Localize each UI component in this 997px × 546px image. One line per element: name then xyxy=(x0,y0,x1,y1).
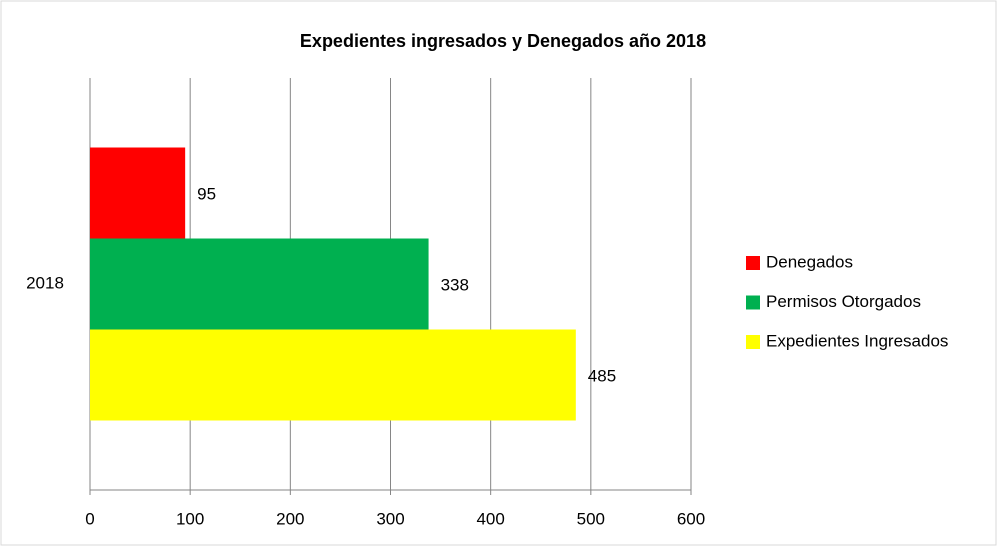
legend-label: Expedientes Ingresados xyxy=(766,331,948,350)
x-tick-label: 0 xyxy=(85,509,94,528)
legend-swatch xyxy=(746,295,760,310)
bar xyxy=(90,147,186,239)
data-label: 95 xyxy=(197,184,216,203)
legend-label: Permisos Otorgados xyxy=(766,292,921,311)
x-tick-label: 400 xyxy=(476,509,504,528)
x-tick-label: 600 xyxy=(677,509,705,528)
legend-swatch xyxy=(746,256,760,270)
chart-title: Expedientes ingresados y Denegados año 2… xyxy=(300,31,706,51)
x-tick-label: 300 xyxy=(376,509,404,528)
data-label: 485 xyxy=(588,366,616,385)
y-tick-label: 2018 xyxy=(26,273,64,292)
legend-label: Denegados xyxy=(766,252,853,271)
data-label: 338 xyxy=(441,275,469,294)
x-tick-label: 500 xyxy=(577,509,605,528)
x-tick-label: 100 xyxy=(176,509,204,528)
x-tick-label: 200 xyxy=(276,509,304,528)
legend-swatch xyxy=(746,335,760,349)
bar xyxy=(90,329,576,421)
bar xyxy=(90,238,429,330)
